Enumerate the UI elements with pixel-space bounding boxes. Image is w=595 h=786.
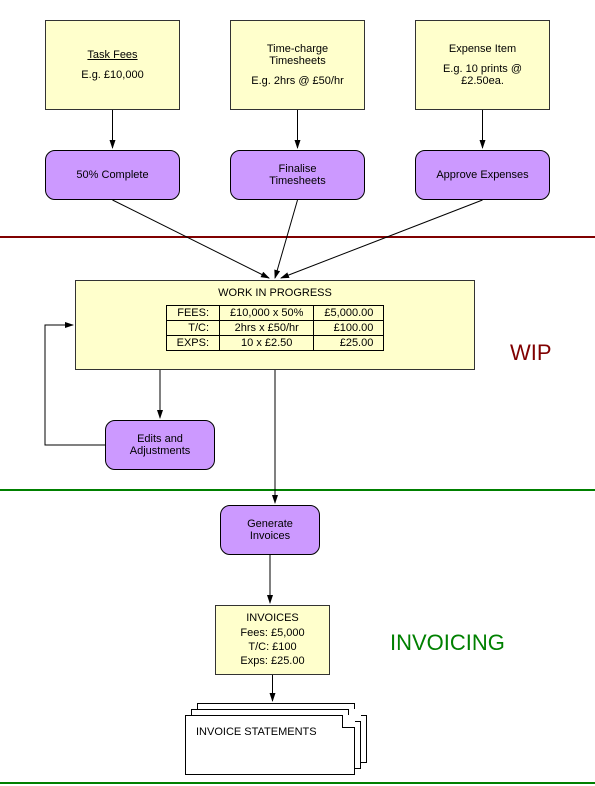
invoices-title: INVOICES <box>246 611 299 625</box>
edits-action: Edits and Adjustments <box>105 420 215 470</box>
wip-cell: T/C: <box>166 321 219 336</box>
generate-action: Generate Invoices <box>220 505 320 555</box>
expense-box: Expense Item E.g. 10 prints @ £2.50ea. <box>415 20 550 110</box>
timesheets-box: Time-charge Timesheets E.g. 2hrs @ £50/h… <box>230 20 365 110</box>
invoicing-section-label: INVOICING <box>390 630 505 656</box>
task-fees-box: Task Fees E.g. £10,000 <box>45 20 180 110</box>
expense-title: Expense Item <box>449 43 516 55</box>
task-fees-example: E.g. £10,000 <box>81 69 143 81</box>
wip-cell: £10,000 x 50% <box>220 306 314 321</box>
wip-cell: FEES: <box>166 306 219 321</box>
task-fees-title: Task Fees <box>87 49 137 61</box>
expense-example: E.g. 10 prints @ £2.50ea. <box>416 63 549 87</box>
edits-label: Edits and Adjustments <box>106 433 214 457</box>
wip-cell: £25.00 <box>314 336 384 351</box>
complete-label: 50% Complete <box>56 169 168 181</box>
invoices-box: INVOICES Fees: £5,000T/C: £100Exps: £25.… <box>215 605 330 675</box>
statements-label: INVOICE STATEMENTS <box>196 726 317 738</box>
wip-box: WORK IN PROGRESS FEES:£10,000 x 50%£5,00… <box>75 280 475 370</box>
wip-cell: £5,000.00 <box>314 306 384 321</box>
generate-label: Generate Invoices <box>221 518 319 542</box>
invoice-line: T/C: £100 <box>240 640 304 654</box>
wip-table: FEES:£10,000 x 50%£5,000.00 T/C:2hrs x £5… <box>166 305 385 351</box>
approve-action: Approve Expenses <box>415 150 550 200</box>
timesheets-title: Time-charge Timesheets <box>231 43 364 67</box>
wip-cell: £100.00 <box>314 321 384 336</box>
finalise-label: Finalise Timesheets <box>231 163 364 187</box>
invoice-line: Fees: £5,000 <box>240 626 304 640</box>
invoice-line: Exps: £25.00 <box>240 654 304 668</box>
wip-cell: 2hrs x £50/hr <box>220 321 314 336</box>
wip-section-label: WIP <box>510 340 552 366</box>
wip-cell: 10 x £2.50 <box>220 336 314 351</box>
wip-cell: EXPS: <box>166 336 219 351</box>
finalise-action: Finalise Timesheets <box>230 150 365 200</box>
timesheets-example: E.g. 2hrs @ £50/hr <box>243 75 352 87</box>
wip-title: WORK IN PROGRESS <box>218 287 332 299</box>
invoices-lines: Fees: £5,000T/C: £100Exps: £25.00 <box>240 626 304 669</box>
approve-label: Approve Expenses <box>416 169 548 181</box>
complete-action: 50% Complete <box>45 150 180 200</box>
